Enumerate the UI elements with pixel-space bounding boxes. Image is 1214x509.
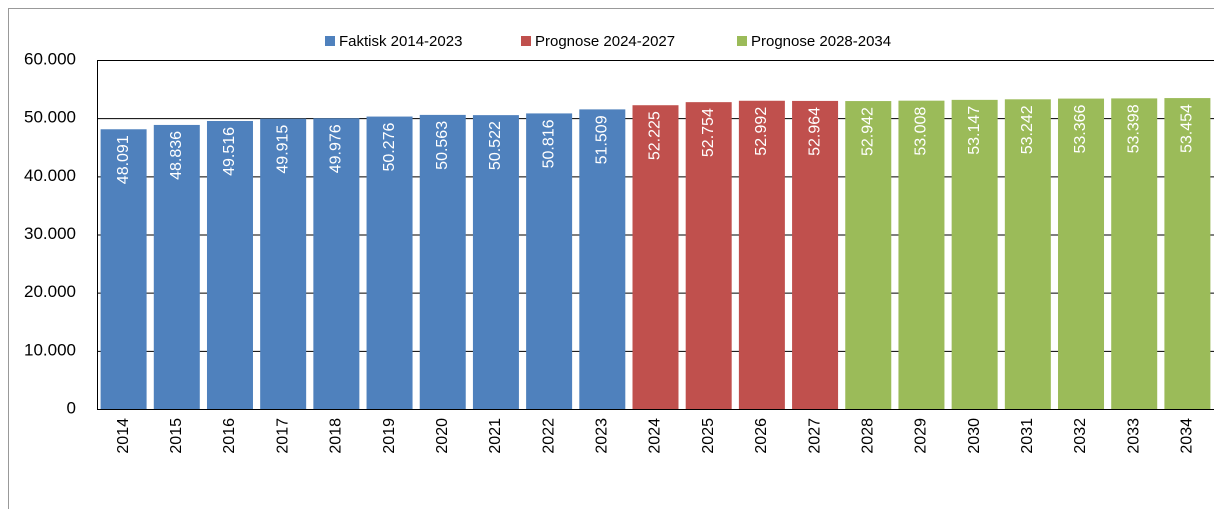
- value-label: 49.976: [328, 124, 345, 173]
- legend-label: Prognose 2028-2034: [751, 33, 891, 50]
- legend-swatch: [521, 36, 531, 46]
- x-tick-label: 2023: [594, 418, 611, 454]
- x-tick-label: 2031: [1019, 418, 1036, 454]
- x-tick-label: 2022: [540, 418, 557, 454]
- x-tick-label: 2020: [434, 418, 451, 454]
- value-label: 50.276: [381, 122, 398, 171]
- x-tick-label: 2029: [913, 418, 930, 454]
- y-tick-label: 40.000: [24, 166, 76, 185]
- y-tick-label: 0: [67, 398, 76, 417]
- x-tick-label: 2017: [274, 418, 291, 454]
- x-tick-label: 2024: [647, 418, 664, 454]
- x-tick-label: 2027: [806, 418, 823, 454]
- value-label: 52.225: [647, 111, 664, 160]
- bar: [632, 105, 679, 410]
- x-tick-label: 2015: [168, 418, 185, 454]
- legend-swatch: [325, 36, 335, 46]
- x-tick-label: 2018: [328, 418, 345, 454]
- bar: [472, 115, 519, 409]
- bar: [685, 102, 732, 409]
- y-tick-label: 60.000: [24, 49, 76, 68]
- value-label: 52.754: [700, 108, 717, 157]
- x-tick-label: 2028: [859, 418, 876, 454]
- value-label: 52.964: [806, 107, 823, 156]
- value-label: 53.147: [966, 106, 983, 155]
- bar: [792, 100, 839, 410]
- value-label: 53.454: [1179, 104, 1196, 153]
- bar: [1058, 98, 1105, 409]
- x-tick-label: 2026: [753, 418, 770, 454]
- value-label: 53.242: [1019, 105, 1036, 154]
- x-tick-label: 2030: [966, 418, 983, 454]
- bar: [1004, 99, 1051, 410]
- bar: [313, 118, 360, 409]
- value-label: 53.366: [1072, 104, 1089, 153]
- value-label: 51.509: [594, 115, 611, 164]
- value-label: 53.398: [1125, 104, 1142, 153]
- bar: [845, 101, 892, 410]
- value-label: 52.992: [753, 107, 770, 156]
- x-tick-label: 2032: [1072, 418, 1089, 454]
- y-tick-label: 10.000: [24, 340, 76, 359]
- bar: [579, 109, 626, 410]
- bar: [366, 116, 413, 409]
- value-label: 50.563: [434, 121, 451, 170]
- y-tick-label: 30.000: [24, 224, 76, 243]
- value-label: 50.522: [487, 121, 504, 170]
- bar: [153, 124, 200, 410]
- x-tick-label: 2019: [381, 418, 398, 454]
- bar: [260, 118, 307, 410]
- value-label: 49.915: [274, 125, 291, 174]
- y-tick-label: 50.000: [24, 108, 76, 127]
- value-label: 50.816: [540, 119, 557, 168]
- value-label: 48.836: [168, 131, 185, 180]
- bar: [206, 120, 253, 409]
- bar: [1164, 98, 1211, 409]
- bar: [1111, 98, 1158, 409]
- x-tick-label: 2016: [221, 418, 238, 454]
- value-label: 52.942: [859, 107, 876, 156]
- x-tick-label: 2033: [1125, 418, 1142, 454]
- bar: [419, 114, 466, 410]
- x-tick-label: 2025: [700, 418, 717, 454]
- x-tick-label: 2014: [115, 418, 132, 454]
- value-label: 53.008: [913, 107, 930, 156]
- y-tick-label: 20.000: [24, 282, 76, 301]
- x-tick-label: 2021: [487, 418, 504, 454]
- bar: [898, 100, 945, 409]
- legend-label: Faktisk 2014-2023: [339, 33, 462, 50]
- bar: [951, 99, 998, 409]
- bar: [526, 113, 573, 410]
- bar: [738, 100, 785, 410]
- legend-swatch: [737, 36, 747, 46]
- legend-label: Prognose 2024-2027: [535, 33, 675, 50]
- value-label: 49.516: [221, 127, 238, 176]
- value-label: 48.091: [115, 135, 132, 184]
- x-tick-label: 2034: [1179, 418, 1196, 454]
- bar: [100, 129, 147, 409]
- chart-frame: [8, 8, 1214, 509]
